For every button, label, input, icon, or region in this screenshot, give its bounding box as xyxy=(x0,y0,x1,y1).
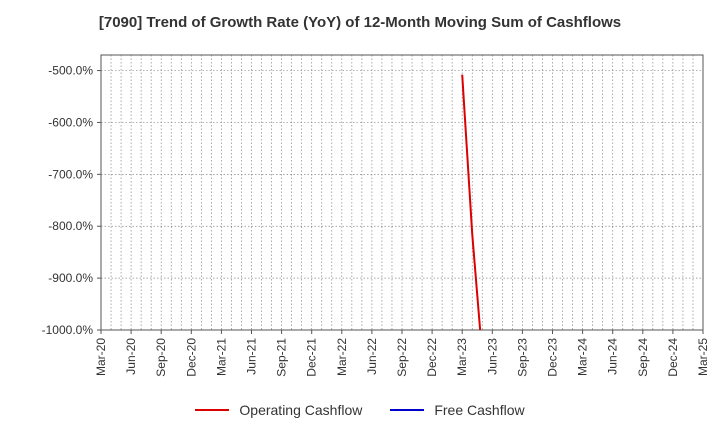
axes xyxy=(97,54,704,334)
x-tick-label: Dec-21 xyxy=(305,338,319,377)
x-tick-label: Jun-24 xyxy=(606,338,620,375)
x-tick-label: Sep-21 xyxy=(275,338,289,377)
x-tick-label: Jun-22 xyxy=(365,338,379,375)
x-tick-label: Dec-22 xyxy=(425,338,439,377)
legend-item-free-cashflow[interactable]: Free Cashflow xyxy=(390,402,525,418)
x-tick-label: Mar-20 xyxy=(94,338,108,376)
y-tick-label: -1000.0% xyxy=(42,323,94,337)
x-tick-label: Sep-24 xyxy=(636,338,650,377)
x-tick-label: Sep-23 xyxy=(515,338,529,377)
legend-label-operating: Operating Cashflow xyxy=(239,402,363,418)
series-lines xyxy=(461,74,482,330)
x-tick-label: Mar-25 xyxy=(696,338,710,376)
x-tick-label: Jun-20 xyxy=(124,338,138,375)
x-tick-label: Jun-21 xyxy=(245,338,259,375)
series-line-operating-cashflow xyxy=(461,74,482,330)
x-tick-label: Mar-22 xyxy=(335,338,349,376)
legend-swatch-free xyxy=(390,409,425,411)
y-tick-label: -800.0% xyxy=(48,219,93,233)
x-tick-label: Dec-24 xyxy=(666,338,680,377)
x-tick-label: Sep-22 xyxy=(395,338,409,377)
y-tick-label: -500.0% xyxy=(48,64,93,78)
x-tick-label: Sep-20 xyxy=(154,338,168,377)
x-tick-label: Mar-23 xyxy=(455,338,469,376)
legend: Operating Cashflow Free Cashflow xyxy=(0,402,720,418)
legend-swatch-operating xyxy=(195,409,230,411)
x-tick-label: Dec-20 xyxy=(184,338,198,377)
legend-item-operating-cashflow[interactable]: Operating Cashflow xyxy=(195,402,362,418)
legend-label-free: Free Cashflow xyxy=(434,402,525,418)
y-tick-label: -700.0% xyxy=(48,167,93,181)
y-tick-label: -600.0% xyxy=(48,115,93,129)
chart-title: [7090] Trend of Growth Rate (YoY) of 12-… xyxy=(98,14,622,31)
x-tick-label: Jun-23 xyxy=(485,338,499,375)
tick-labels: -500.0% -600.0% -700.0% -800.0% -900.0% -1000… xyxy=(42,64,710,377)
x-tick-label: Dec-23 xyxy=(546,338,560,377)
y-tick-label: -900.0% xyxy=(48,271,93,285)
grid-lines xyxy=(100,55,704,331)
x-tick-label: Mar-24 xyxy=(576,338,590,376)
x-tick-label: Mar-21 xyxy=(214,338,228,376)
